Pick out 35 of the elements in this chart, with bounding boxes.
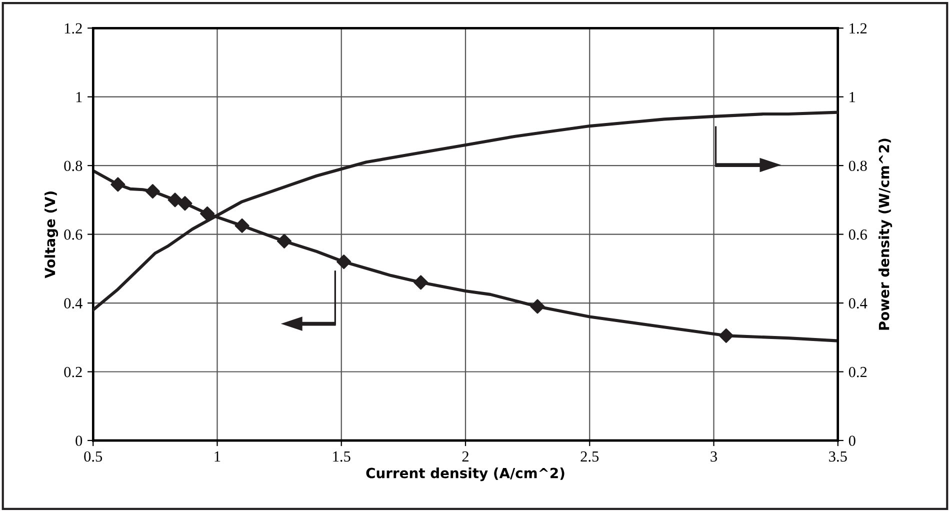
y2-tick-label: 0.8 — [848, 160, 867, 172]
y-tick-label: 0.8 — [64, 160, 82, 172]
y-tick-label: 0.2 — [64, 366, 82, 378]
x-tick-label: 2 — [462, 451, 468, 462]
x-tick-label: 1.5 — [333, 451, 350, 462]
y2-tick-label: 0.2 — [848, 366, 867, 378]
point — [718, 328, 734, 343]
y2-tick-label: 1.2 — [850, 23, 867, 34]
y2-tick-label: 0.6 — [848, 229, 867, 240]
point — [168, 192, 182, 208]
y2-tick-label: 1 — [850, 92, 856, 102]
x-tick-label: 0.5 — [84, 451, 102, 462]
y2-tick-label: 0.4 — [848, 298, 868, 309]
y2-axis-title: Power density (W/cm^2) — [878, 138, 892, 330]
y-tick-label: 1.2 — [64, 23, 82, 34]
x-tick-label: 3.5 — [829, 451, 847, 462]
point — [234, 218, 250, 233]
x-tick-label: 1 — [214, 451, 220, 462]
y-axis-title: Voltage (V) — [44, 192, 58, 278]
point — [178, 196, 192, 211]
x-tick-label: 3 — [710, 451, 717, 462]
point — [110, 177, 126, 192]
y-tick-label: 0.6 — [64, 229, 82, 240]
point — [200, 206, 215, 221]
y-tick-label: 0.4 — [64, 298, 82, 309]
x-tick-label: 2.5 — [580, 451, 599, 462]
point — [145, 184, 160, 199]
point — [336, 254, 352, 270]
y-tick-label: 0 — [76, 436, 82, 446]
y-tick-label: 1 — [76, 92, 82, 102]
point — [276, 234, 292, 248]
point — [414, 275, 428, 290]
y2-tick-label: 0 — [848, 436, 856, 446]
point — [530, 299, 545, 314]
x-axis-title: Current density (A/cm^2) — [366, 468, 564, 482]
